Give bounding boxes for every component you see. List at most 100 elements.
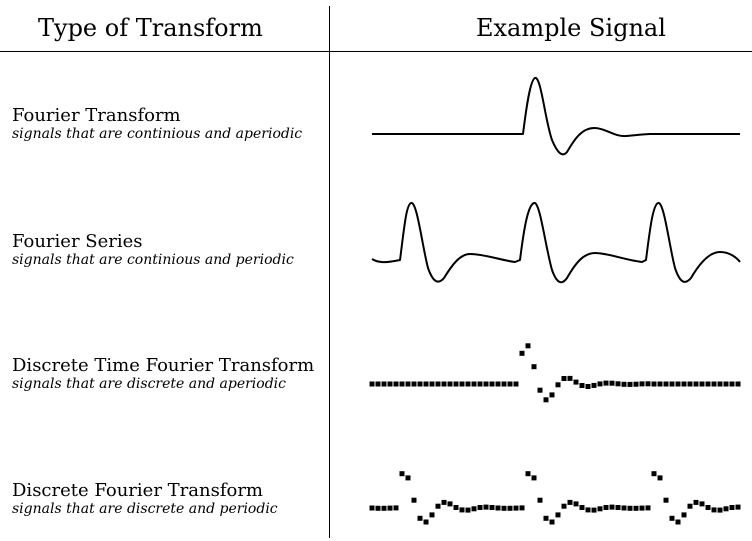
sample-point xyxy=(591,382,597,388)
sample-point xyxy=(699,501,705,507)
sample-point xyxy=(567,499,573,505)
sample-point xyxy=(459,507,465,513)
sample-point xyxy=(387,505,393,511)
sample-point xyxy=(531,475,537,481)
sample-point xyxy=(525,471,531,477)
sample-point xyxy=(687,503,693,509)
sample-point xyxy=(597,506,603,512)
sample-point xyxy=(669,515,675,521)
sample-point xyxy=(693,381,699,387)
signal-discrete-aperiodic xyxy=(369,343,741,403)
sample-point xyxy=(519,350,525,356)
sample-point xyxy=(483,381,489,387)
sample-point xyxy=(675,519,681,525)
sample-point xyxy=(369,505,375,511)
sample-point xyxy=(711,507,717,513)
sample-point xyxy=(537,387,543,393)
row-subtitle-dft: signals that are discrete and periodic xyxy=(12,501,278,517)
sample-point xyxy=(543,397,549,403)
sample-point xyxy=(375,505,381,511)
sample-point xyxy=(381,381,387,387)
sample-point xyxy=(471,381,477,387)
row-subtitle-dtft: signals that are discrete and aperiodic xyxy=(12,376,286,392)
sample-point xyxy=(441,381,447,387)
sample-point xyxy=(609,380,615,386)
sample-point xyxy=(705,505,711,510)
sample-point xyxy=(735,381,741,387)
sample-point xyxy=(405,381,411,387)
sample-point xyxy=(453,505,459,510)
sample-point xyxy=(549,392,555,398)
sample-point xyxy=(639,505,645,511)
sample-point xyxy=(681,381,687,387)
signal-continuous-periodic xyxy=(371,201,741,284)
sample-point xyxy=(471,506,477,512)
sample-point xyxy=(729,381,735,387)
sample-point xyxy=(711,381,717,387)
sample-point xyxy=(417,515,423,521)
row-title-fourier-transform: Fourier Transform xyxy=(12,105,181,126)
sample-point xyxy=(465,507,471,513)
sample-point xyxy=(465,381,471,387)
sample-point xyxy=(417,381,423,387)
sample-point xyxy=(603,380,609,386)
sample-point xyxy=(723,381,729,387)
sample-point xyxy=(627,381,633,387)
sample-point xyxy=(555,512,561,518)
sample-point xyxy=(669,381,675,387)
sample-point xyxy=(579,383,585,388)
sample-point xyxy=(393,381,399,387)
sample-point xyxy=(477,505,483,510)
sample-point xyxy=(513,505,519,511)
sample-point xyxy=(591,507,597,513)
sample-point xyxy=(369,381,375,387)
sample-point xyxy=(645,381,651,387)
sample-point xyxy=(573,379,579,385)
sample-point xyxy=(489,381,495,387)
header-example-signal: Example Signal xyxy=(476,14,666,42)
sample-point xyxy=(399,471,405,477)
sample-point xyxy=(387,381,393,387)
sample-point xyxy=(663,381,669,387)
sample-point xyxy=(495,505,501,511)
sample-point xyxy=(651,381,657,387)
sample-point xyxy=(501,505,507,511)
sample-point xyxy=(603,505,609,510)
sample-point xyxy=(531,364,537,370)
sample-point xyxy=(459,381,465,387)
row-title-dtft: Discrete Time Fourier Transform xyxy=(12,355,315,376)
sample-point xyxy=(441,499,447,505)
sample-point xyxy=(597,381,603,387)
sample-point xyxy=(639,381,645,387)
sample-point xyxy=(585,507,591,513)
sample-point xyxy=(633,505,639,511)
sample-point xyxy=(519,505,525,511)
sample-point xyxy=(621,505,627,511)
sample-point xyxy=(429,381,435,387)
sample-point xyxy=(447,501,453,507)
sample-point xyxy=(495,381,501,387)
header-type-of-transform: Type of Transform xyxy=(38,14,263,42)
sample-point xyxy=(435,503,441,509)
sample-point xyxy=(513,381,519,387)
sample-point xyxy=(429,512,435,518)
sample-point xyxy=(663,497,669,503)
sample-point xyxy=(549,519,555,525)
sample-point xyxy=(585,384,591,389)
sample-point xyxy=(735,504,741,510)
sample-point xyxy=(375,381,381,387)
sample-point xyxy=(627,505,633,511)
sample-point xyxy=(717,507,723,513)
sample-point xyxy=(453,381,459,387)
sample-point xyxy=(561,376,567,381)
sample-point xyxy=(645,505,651,511)
row-subtitle-fourier-transform: signals that are continious and aperiodi… xyxy=(12,126,303,142)
sample-point xyxy=(609,504,615,510)
sample-point xyxy=(633,381,639,387)
signal-discrete-periodic xyxy=(369,471,741,525)
sample-point xyxy=(681,512,687,518)
sample-point xyxy=(489,505,495,510)
sample-point xyxy=(657,381,663,387)
sample-point xyxy=(411,497,417,503)
